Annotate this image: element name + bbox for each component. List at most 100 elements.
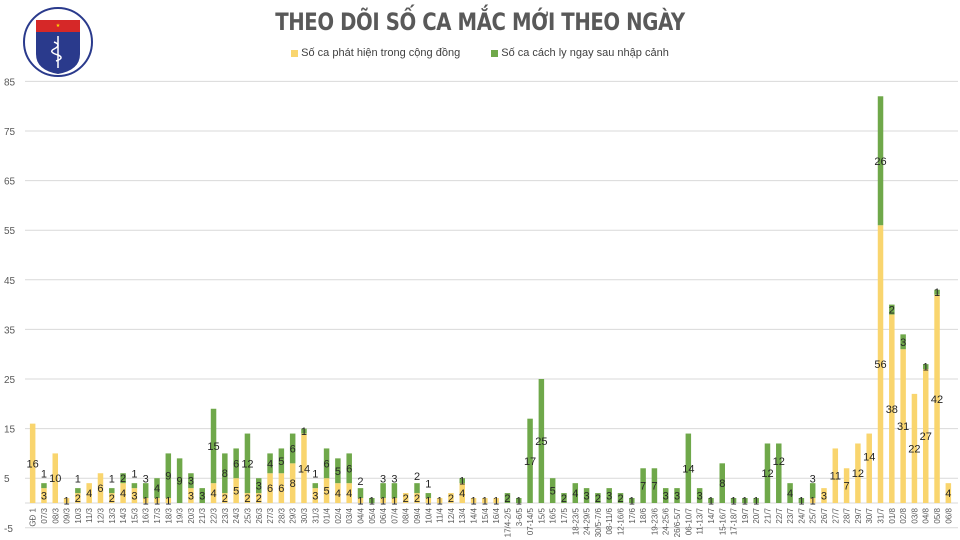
bar-quarantine — [425, 493, 432, 499]
data-label-quarantine: 4 — [787, 488, 793, 500]
bar-community — [866, 433, 872, 503]
x-tick-label: 03/4 — [345, 507, 354, 523]
data-label-quarantine: 5 — [335, 466, 341, 478]
data-label-quarantine: 14 — [682, 463, 694, 475]
data-label-community: 42 — [931, 394, 943, 406]
bar-community — [934, 294, 940, 503]
bar-quarantine — [131, 483, 138, 489]
legend-label: Số ca phát hiện trong cộng đồng — [301, 47, 461, 59]
x-tick-label: 08/3 — [51, 507, 60, 523]
data-label-community: 14 — [298, 463, 310, 475]
bar-quarantine — [889, 304, 895, 315]
data-label-quarantine: 3 — [900, 337, 906, 349]
bar-community — [256, 493, 262, 503]
bar-community — [301, 433, 307, 503]
x-tick-label: 30/3 — [300, 507, 309, 523]
bar-quarantine — [561, 493, 567, 503]
bar-quarantine — [798, 498, 805, 503]
bar-quarantine — [696, 488, 703, 503]
data-label-quarantine: 3 — [697, 491, 703, 503]
legend-swatch-yellow — [291, 49, 299, 57]
x-tick-label: 23/7 — [786, 507, 795, 523]
y-tick-label: 45 — [4, 276, 16, 287]
data-label-quarantine: 1 — [131, 469, 137, 481]
svg-text:★: ★ — [56, 23, 61, 29]
data-label-quarantine: 2 — [504, 493, 510, 505]
bar-community — [425, 498, 432, 503]
bar-quarantine — [346, 453, 352, 484]
x-tick-label: 10/4 — [424, 507, 433, 523]
data-label-community: 8 — [290, 478, 296, 490]
x-tick-label: 24/3 — [232, 507, 241, 523]
x-tick-label: 07/3 — [40, 507, 49, 523]
x-tick-label: 20/3 — [187, 507, 196, 523]
data-label-quarantine: 26 — [874, 156, 886, 168]
x-tick-label: 14/7 — [707, 507, 716, 523]
bar-quarantine — [278, 448, 285, 474]
x-tick-label: 15/4 — [481, 507, 490, 523]
x-tick-label: 27/3 — [266, 507, 275, 523]
bar-quarantine — [809, 483, 816, 499]
bar-community — [267, 473, 273, 503]
data-label-quarantine: 3 — [188, 476, 194, 488]
bar-quarantine — [753, 498, 759, 503]
data-label-quarantine: 3 — [391, 474, 397, 486]
data-label-quarantine: 1 — [425, 479, 431, 491]
bar-community — [436, 498, 443, 503]
x-tick-label: 14/4 — [470, 507, 479, 523]
bar-community — [86, 483, 92, 503]
x-tick-label: 19/7 — [741, 507, 750, 523]
x-tick-label: 07-14/5 — [526, 507, 535, 535]
data-label-quarantine: 1 — [798, 496, 804, 508]
data-label-community: 1 — [493, 496, 499, 508]
data-label-community: 2 — [222, 493, 228, 505]
data-label-quarantine: 2 — [120, 473, 126, 485]
y-tick-label: 65 — [4, 177, 16, 188]
data-label-quarantine: 1 — [934, 287, 940, 299]
data-label-quarantine: 1 — [312, 469, 318, 481]
x-tick-label: 29/7 — [854, 507, 863, 523]
x-tick-label: 11-13/7 — [696, 507, 705, 534]
bar-quarantine — [662, 488, 669, 503]
data-label-community: 1 — [425, 496, 431, 508]
data-label-quarantine: 3 — [584, 491, 590, 503]
x-tick-label: 17/5 — [560, 507, 569, 523]
data-label-community: 3 — [188, 491, 194, 503]
bar-quarantine — [369, 498, 375, 503]
bar-community — [493, 498, 499, 503]
data-label-quarantine: 2 — [617, 493, 623, 505]
x-tick-label: 26/7 — [820, 507, 829, 523]
bar-community — [922, 369, 929, 503]
data-label-quarantine: 6 — [290, 443, 296, 455]
data-label-community: 3 — [312, 491, 318, 503]
data-label-quarantine: 1 — [753, 496, 759, 508]
x-tick-label: 10/3 — [74, 507, 83, 523]
x-tick-label: 11/4 — [436, 507, 445, 523]
bar-community — [289, 463, 296, 503]
bar-quarantine — [651, 468, 658, 503]
data-label-community: 4 — [210, 488, 216, 500]
x-tick-label: 01/4 — [323, 507, 332, 523]
data-label-quarantine: 1 — [516, 496, 522, 508]
x-tick-label: 04/4 — [356, 507, 365, 523]
bar-community — [889, 314, 895, 503]
bar-community — [346, 483, 352, 503]
x-tick-label: GĐ 1 — [29, 507, 38, 526]
bar-quarantine — [617, 493, 624, 503]
bar-community — [414, 493, 420, 503]
x-tick-label: 29/3 — [289, 507, 298, 523]
bar-community — [843, 468, 850, 503]
data-label-community: 4 — [459, 488, 465, 500]
data-label-quarantine: 6 — [346, 463, 352, 475]
data-label-quarantine: 4 — [154, 483, 160, 495]
bar-community — [244, 493, 251, 503]
bar-quarantine — [787, 483, 793, 503]
bar-quarantine — [922, 364, 929, 370]
x-tick-label: 01/8 — [888, 507, 897, 523]
data-label-community: 1 — [165, 496, 171, 508]
y-tick-label: 85 — [4, 77, 16, 88]
bar-quarantine — [323, 448, 330, 479]
bar-quarantine — [583, 488, 590, 503]
chart-legend: Số ca phát hiện trong cộng đồng Số ca cá… — [0, 47, 960, 59]
bar-quarantine — [606, 488, 612, 503]
